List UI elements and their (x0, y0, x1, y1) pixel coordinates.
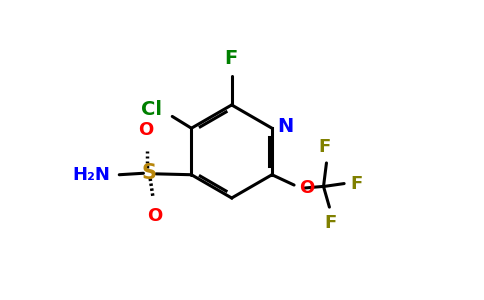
Text: S: S (141, 163, 156, 183)
Text: O: O (147, 207, 162, 225)
Text: F: F (325, 214, 337, 232)
Text: N: N (277, 117, 293, 136)
Text: Cl: Cl (141, 100, 162, 118)
Text: F: F (350, 175, 362, 193)
Text: F: F (319, 138, 331, 156)
Text: O: O (300, 179, 315, 197)
Text: F: F (224, 49, 238, 68)
Text: O: O (138, 122, 153, 140)
Text: H₂N: H₂N (73, 166, 110, 184)
